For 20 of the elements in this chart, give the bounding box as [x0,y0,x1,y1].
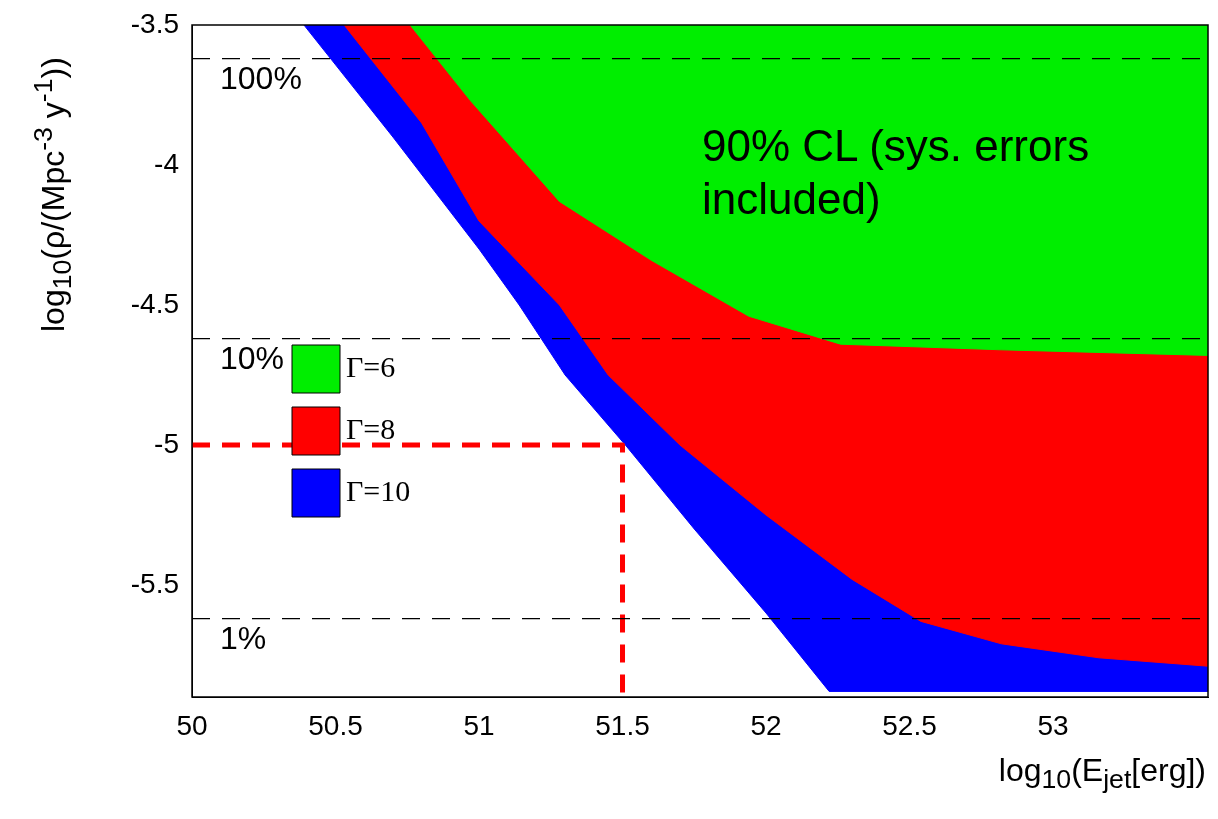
x-tick-label: 50 [176,709,208,741]
y-tick-label: -5.5 [130,567,179,599]
x-tick-label: 51.5 [595,709,650,741]
y-tick-label: -5 [154,427,179,459]
x-tick-label: 52 [750,709,782,741]
legend-label: Γ=10 [346,473,411,507]
x-tick-label: 53 [1037,709,1069,741]
y-tick-label: -4.5 [130,287,179,319]
y-tick-label: -4 [154,147,179,179]
legend-label: Γ=6 [346,349,396,383]
annotation: 100% [220,60,302,97]
annotation: 10% [220,340,285,377]
x-tick-label: 51 [463,709,495,741]
x-tick-label: 50.5 [308,709,363,741]
annotation: 90% CL (sys. errors included) [702,120,1091,225]
annotation: 1% [220,620,267,657]
x-tick-label: 52.5 [882,709,937,741]
y-tick-label: -3.5 [130,7,179,39]
x-axis-title: log$_{10}$(E$_{jet}$[erg]) [998,752,1206,796]
legend-label: Γ=8 [346,411,396,445]
